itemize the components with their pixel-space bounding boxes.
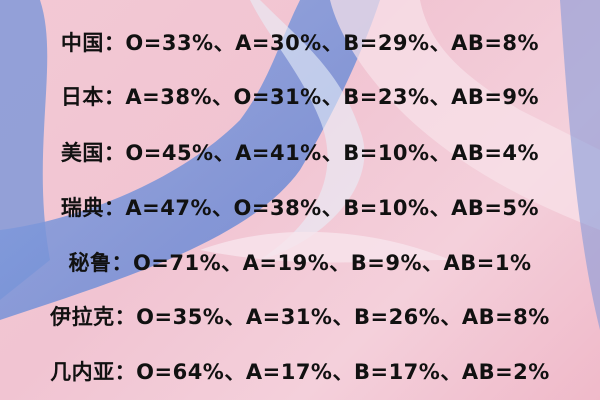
- row-peru: 秘鲁：O=71%、A=19%、B=9%、AB=1%: [68, 251, 532, 275]
- row-guinea: 几内亚：O=64%、A=17%、B=17%、AB=2%: [50, 360, 550, 384]
- row-japan: 日本：A=38%、O=31%、B=23%、AB=9%: [60, 85, 540, 109]
- row-usa: 美国：O=45%、A=41%、B=10%、AB=4%: [60, 141, 540, 165]
- row-china: 中国：O=33%、A=30%、B=29%、AB=8%: [60, 31, 540, 55]
- row-iraq: 伊拉克：O=35%、A=31%、B=26%、AB=8%: [50, 305, 550, 329]
- row-sweden: 瑞典：A=47%、O=38%、B=10%、AB=5%: [60, 196, 540, 220]
